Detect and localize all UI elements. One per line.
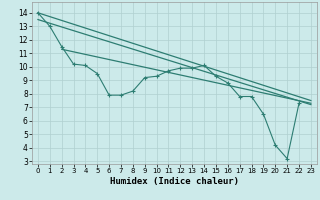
X-axis label: Humidex (Indice chaleur): Humidex (Indice chaleur) — [110, 177, 239, 186]
